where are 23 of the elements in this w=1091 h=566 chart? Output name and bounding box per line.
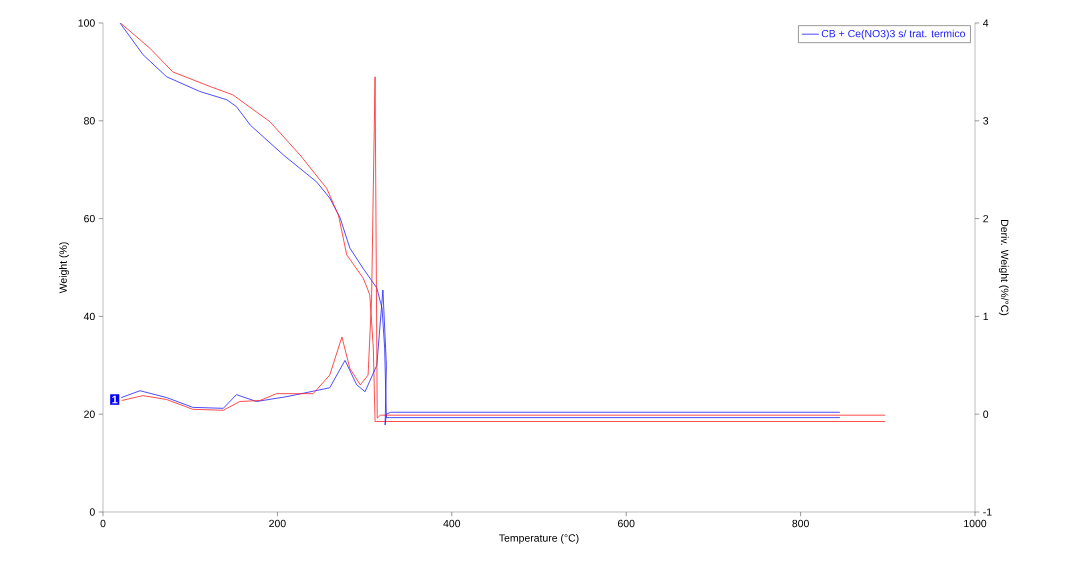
x-axis-title: Temperature (°C) <box>499 534 579 544</box>
x-tick-label: 400 <box>443 519 461 528</box>
y2-tick-label: 4 <box>983 19 989 27</box>
annotation: 1 <box>112 395 118 404</box>
x-tick-label: 800 <box>792 519 809 528</box>
y2-tick-label: 1 <box>983 312 989 320</box>
y2-tick-label: -1 <box>983 508 992 516</box>
y-tick-label: 60 <box>84 214 95 223</box>
x-tick-label: 0 <box>100 519 106 528</box>
y2-tick-label: 0 <box>983 410 989 418</box>
x-tick-label: 1000 <box>964 519 987 528</box>
x-tick-label: 600 <box>618 519 635 528</box>
y-tick-label: 80 <box>84 117 95 125</box>
y-tick-label: 0 <box>89 508 95 516</box>
y-tick-label: 100 <box>78 19 95 27</box>
legend-label: CB + Ce(NO3)3 s/ trat. termico <box>821 29 966 40</box>
y-tick-label: 20 <box>84 410 95 418</box>
x-tick-label: 200 <box>269 519 286 528</box>
y2-tick-label: 2 <box>983 214 989 223</box>
y-tick-label: 40 <box>83 312 95 321</box>
y2-tick-label: 3 <box>983 117 989 125</box>
y2-axis-title: Deriv. Weight (%/°C) <box>998 220 1009 316</box>
y-axis-title: Weight (%) <box>59 242 69 294</box>
